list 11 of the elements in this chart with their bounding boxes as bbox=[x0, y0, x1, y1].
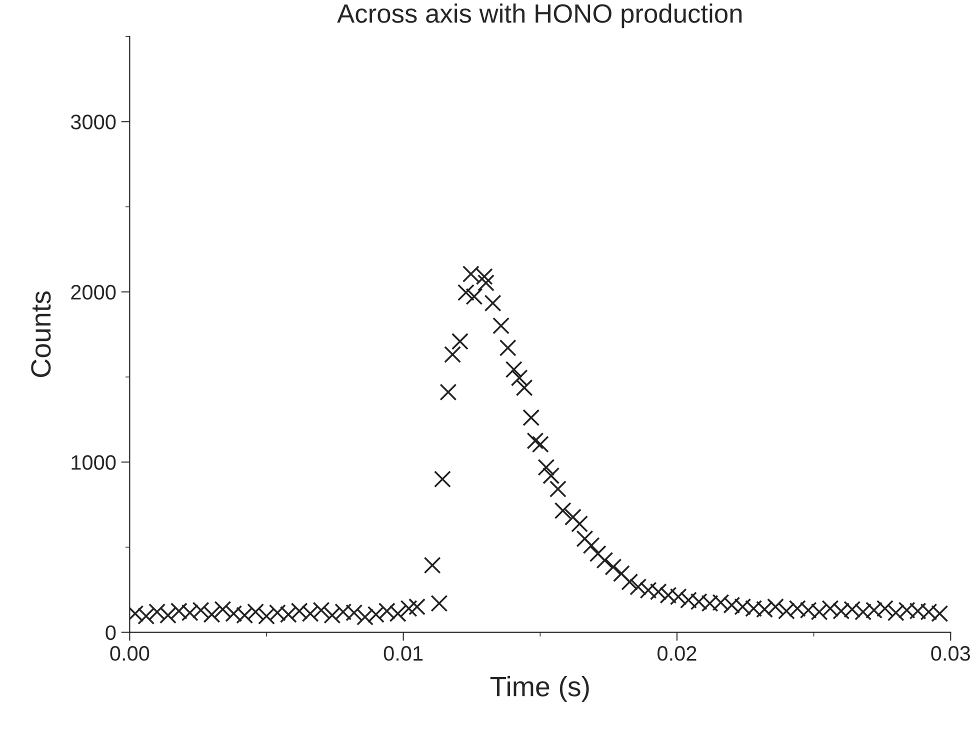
x-tick-label: 0.03 bbox=[931, 646, 970, 661]
x-axis-title: Time (s) bbox=[490, 676, 589, 702]
y-tick-label: 3000 bbox=[70, 114, 116, 130]
y-axis-title: Counts bbox=[31, 291, 51, 378]
y-tick-label: 2000 bbox=[71, 284, 116, 300]
x-tick-label: 0.02 bbox=[658, 646, 696, 661]
x-tick-label: 0.01 bbox=[384, 646, 423, 661]
x-tick-label: 0.00 bbox=[110, 646, 150, 661]
y-tick-label: 1000 bbox=[72, 455, 116, 470]
y-tick-label: 0 bbox=[106, 625, 116, 640]
chart-title: Across axis with HONO production bbox=[337, 4, 742, 28]
